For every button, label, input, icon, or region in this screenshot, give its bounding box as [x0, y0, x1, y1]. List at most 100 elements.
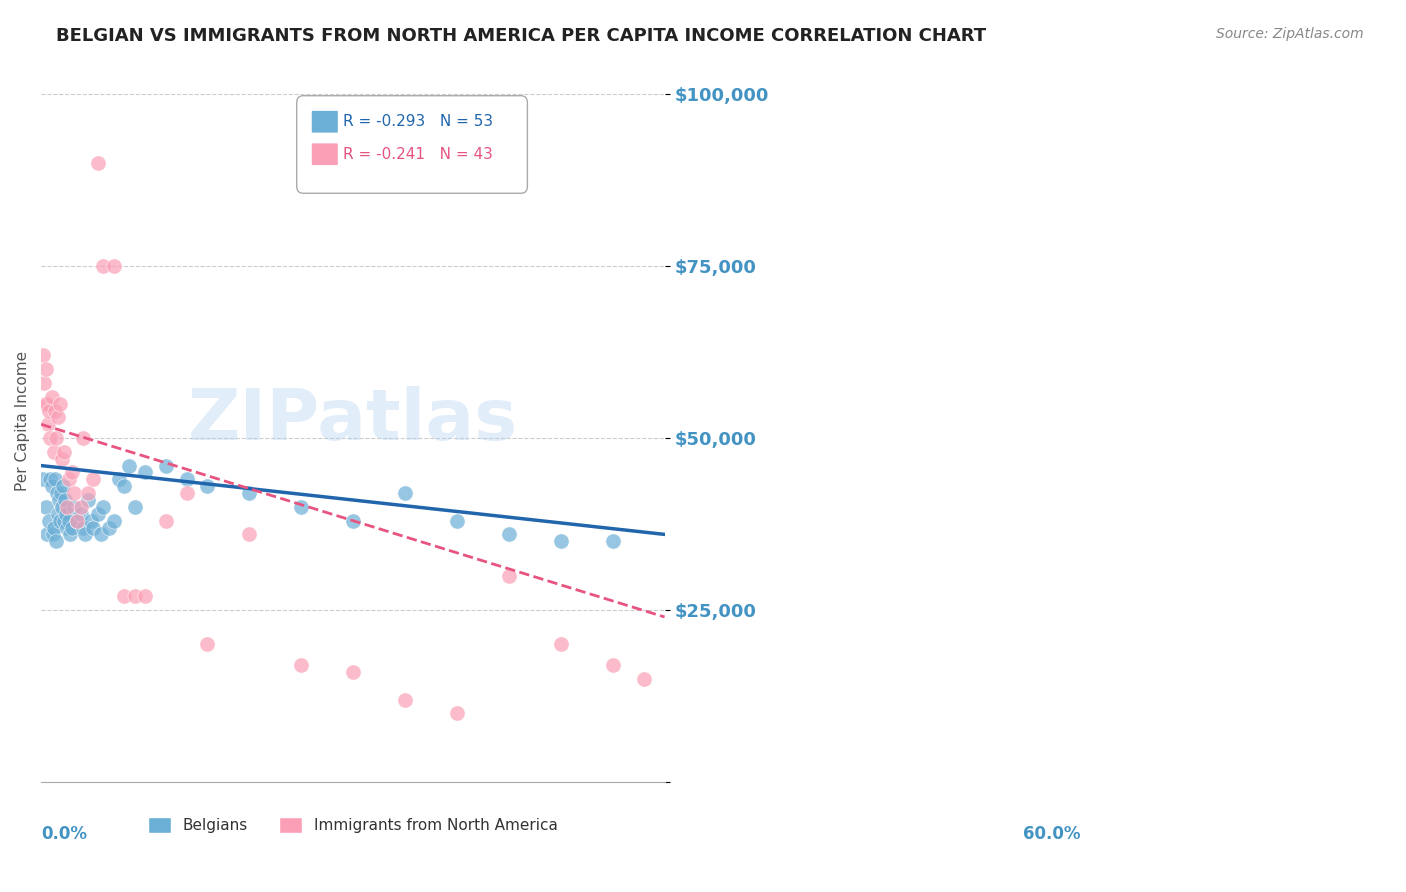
Point [290, 658, 312, 673]
FancyBboxPatch shape [297, 95, 527, 194]
Point [49, 486, 72, 500]
FancyBboxPatch shape [311, 143, 339, 166]
Point [39, 431, 62, 445]
Point [32, 472, 55, 486]
Legend: Belgians, Immigrants from North America: Belgians, Immigrants from North America [142, 812, 564, 839]
Point [32, 376, 55, 390]
Point [55, 507, 77, 521]
Point [48, 493, 70, 508]
Text: 60.0%: 60.0% [1022, 825, 1080, 844]
Point [52, 445, 75, 459]
Point [73, 527, 96, 541]
Point [46, 507, 69, 521]
Point [66, 514, 89, 528]
Point [176, 486, 198, 500]
Point [498, 568, 520, 582]
Point [53, 493, 76, 508]
Point [69, 507, 91, 521]
Point [238, 486, 260, 500]
Point [550, 638, 572, 652]
Point [51, 451, 73, 466]
Point [602, 658, 624, 673]
Point [51, 500, 73, 514]
Point [103, 259, 125, 273]
Point [37, 397, 59, 411]
Point [41, 390, 63, 404]
Point [195, 479, 218, 493]
Point [80, 514, 103, 528]
Point [44, 403, 66, 417]
Point [58, 514, 80, 528]
Text: BELGIAN VS IMMIGRANTS FROM NORTH AMERICA PER CAPITA INCOME CORRELATION CHART: BELGIAN VS IMMIGRANTS FROM NORTH AMERICA… [56, 27, 987, 45]
Point [76, 486, 98, 500]
Point [76, 493, 98, 508]
Point [446, 514, 468, 528]
Point [394, 486, 416, 500]
Point [134, 590, 156, 604]
Text: 0.0%: 0.0% [41, 825, 87, 844]
Point [44, 472, 66, 486]
Point [93, 259, 115, 273]
Point [32, 349, 55, 363]
Point [49, 397, 72, 411]
Point [56, 520, 79, 534]
Point [41, 479, 63, 493]
Text: ZIPatlas: ZIPatlas [188, 386, 517, 455]
FancyBboxPatch shape [311, 111, 339, 133]
Point [498, 527, 520, 541]
Point [118, 458, 141, 473]
Point [37, 527, 59, 541]
Point [35, 500, 58, 514]
Point [97, 520, 120, 534]
Point [134, 466, 156, 480]
Point [69, 500, 91, 514]
Point [90, 527, 112, 541]
Point [59, 527, 82, 541]
Point [34, 397, 56, 411]
Point [238, 527, 260, 541]
Point [108, 472, 131, 486]
Point [87, 507, 110, 521]
Point [42, 520, 65, 534]
Point [46, 410, 69, 425]
Point [82, 520, 104, 534]
Point [35, 362, 58, 376]
Point [155, 514, 177, 528]
Point [602, 534, 624, 549]
Point [60, 520, 83, 534]
Text: Source: ZipAtlas.com: Source: ZipAtlas.com [1216, 27, 1364, 41]
Point [56, 500, 79, 514]
Point [66, 514, 89, 528]
Point [124, 500, 146, 514]
Point [112, 479, 135, 493]
Point [60, 466, 83, 480]
Point [342, 665, 364, 679]
Point [37, 417, 59, 432]
Point [39, 472, 62, 486]
Point [550, 534, 572, 549]
Point [112, 590, 135, 604]
Point [82, 472, 104, 486]
Y-axis label: Per Capita Income: Per Capita Income [15, 351, 30, 491]
Point [633, 672, 655, 686]
Point [72, 520, 94, 534]
Point [342, 514, 364, 528]
Point [195, 638, 218, 652]
Point [49, 514, 72, 528]
Point [45, 486, 67, 500]
Point [42, 445, 65, 459]
Point [87, 156, 110, 170]
Point [38, 403, 60, 417]
Point [394, 692, 416, 706]
Point [52, 479, 75, 493]
Point [93, 500, 115, 514]
Point [41, 527, 63, 541]
Point [176, 472, 198, 486]
Point [45, 431, 67, 445]
Point [290, 500, 312, 514]
Point [63, 486, 86, 500]
Point [52, 514, 75, 528]
Point [38, 514, 60, 528]
Text: R = -0.241   N = 43: R = -0.241 N = 43 [343, 147, 494, 161]
Text: R = -0.293   N = 53: R = -0.293 N = 53 [343, 113, 494, 128]
